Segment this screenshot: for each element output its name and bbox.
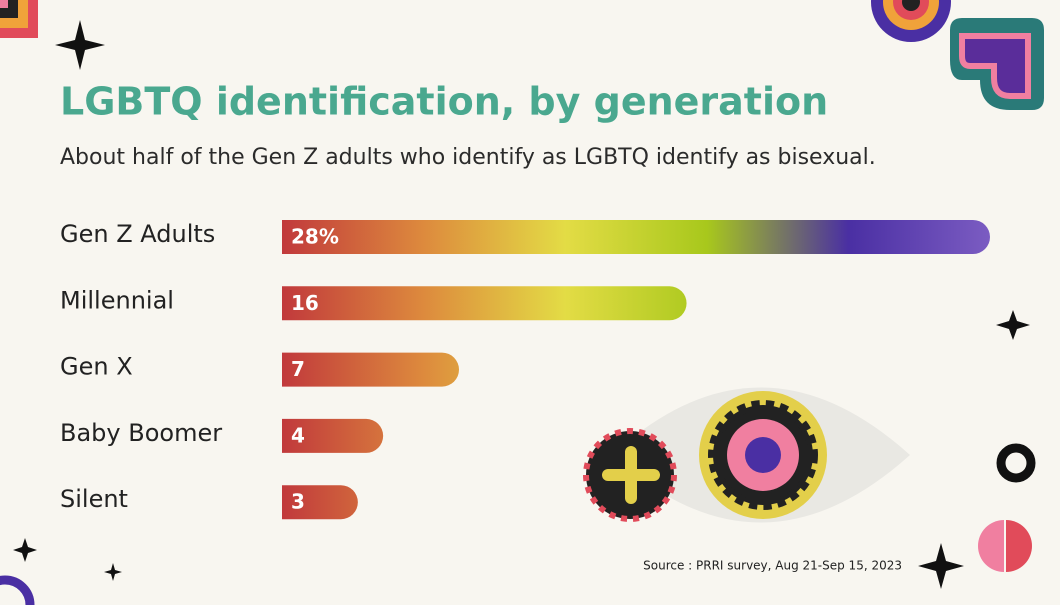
value-label: 4: [291, 423, 305, 447]
bar: [282, 418, 384, 453]
category-label: Silent: [60, 485, 128, 513]
category-label: Baby Boomer: [60, 419, 222, 447]
value-label: 7: [291, 357, 305, 381]
bar: [282, 352, 459, 387]
source: Source : PRRI survey, Aug 21-Sep 15, 202…: [643, 559, 902, 573]
chart-title: LGBTQ identification, by generation: [60, 80, 828, 124]
category-label: Gen X: [60, 353, 133, 381]
bar: [282, 286, 687, 321]
value-label: 28%: [291, 225, 339, 249]
value-label: 3: [291, 490, 305, 514]
bar: [282, 485, 358, 520]
category-label: Millennial: [60, 286, 174, 314]
value-label: 16: [291, 291, 319, 315]
category-label: Gen Z Adults: [60, 220, 215, 248]
chart-subtitle: About half of the Gen Z adults who ident…: [60, 145, 876, 170]
bar: [282, 220, 990, 254]
